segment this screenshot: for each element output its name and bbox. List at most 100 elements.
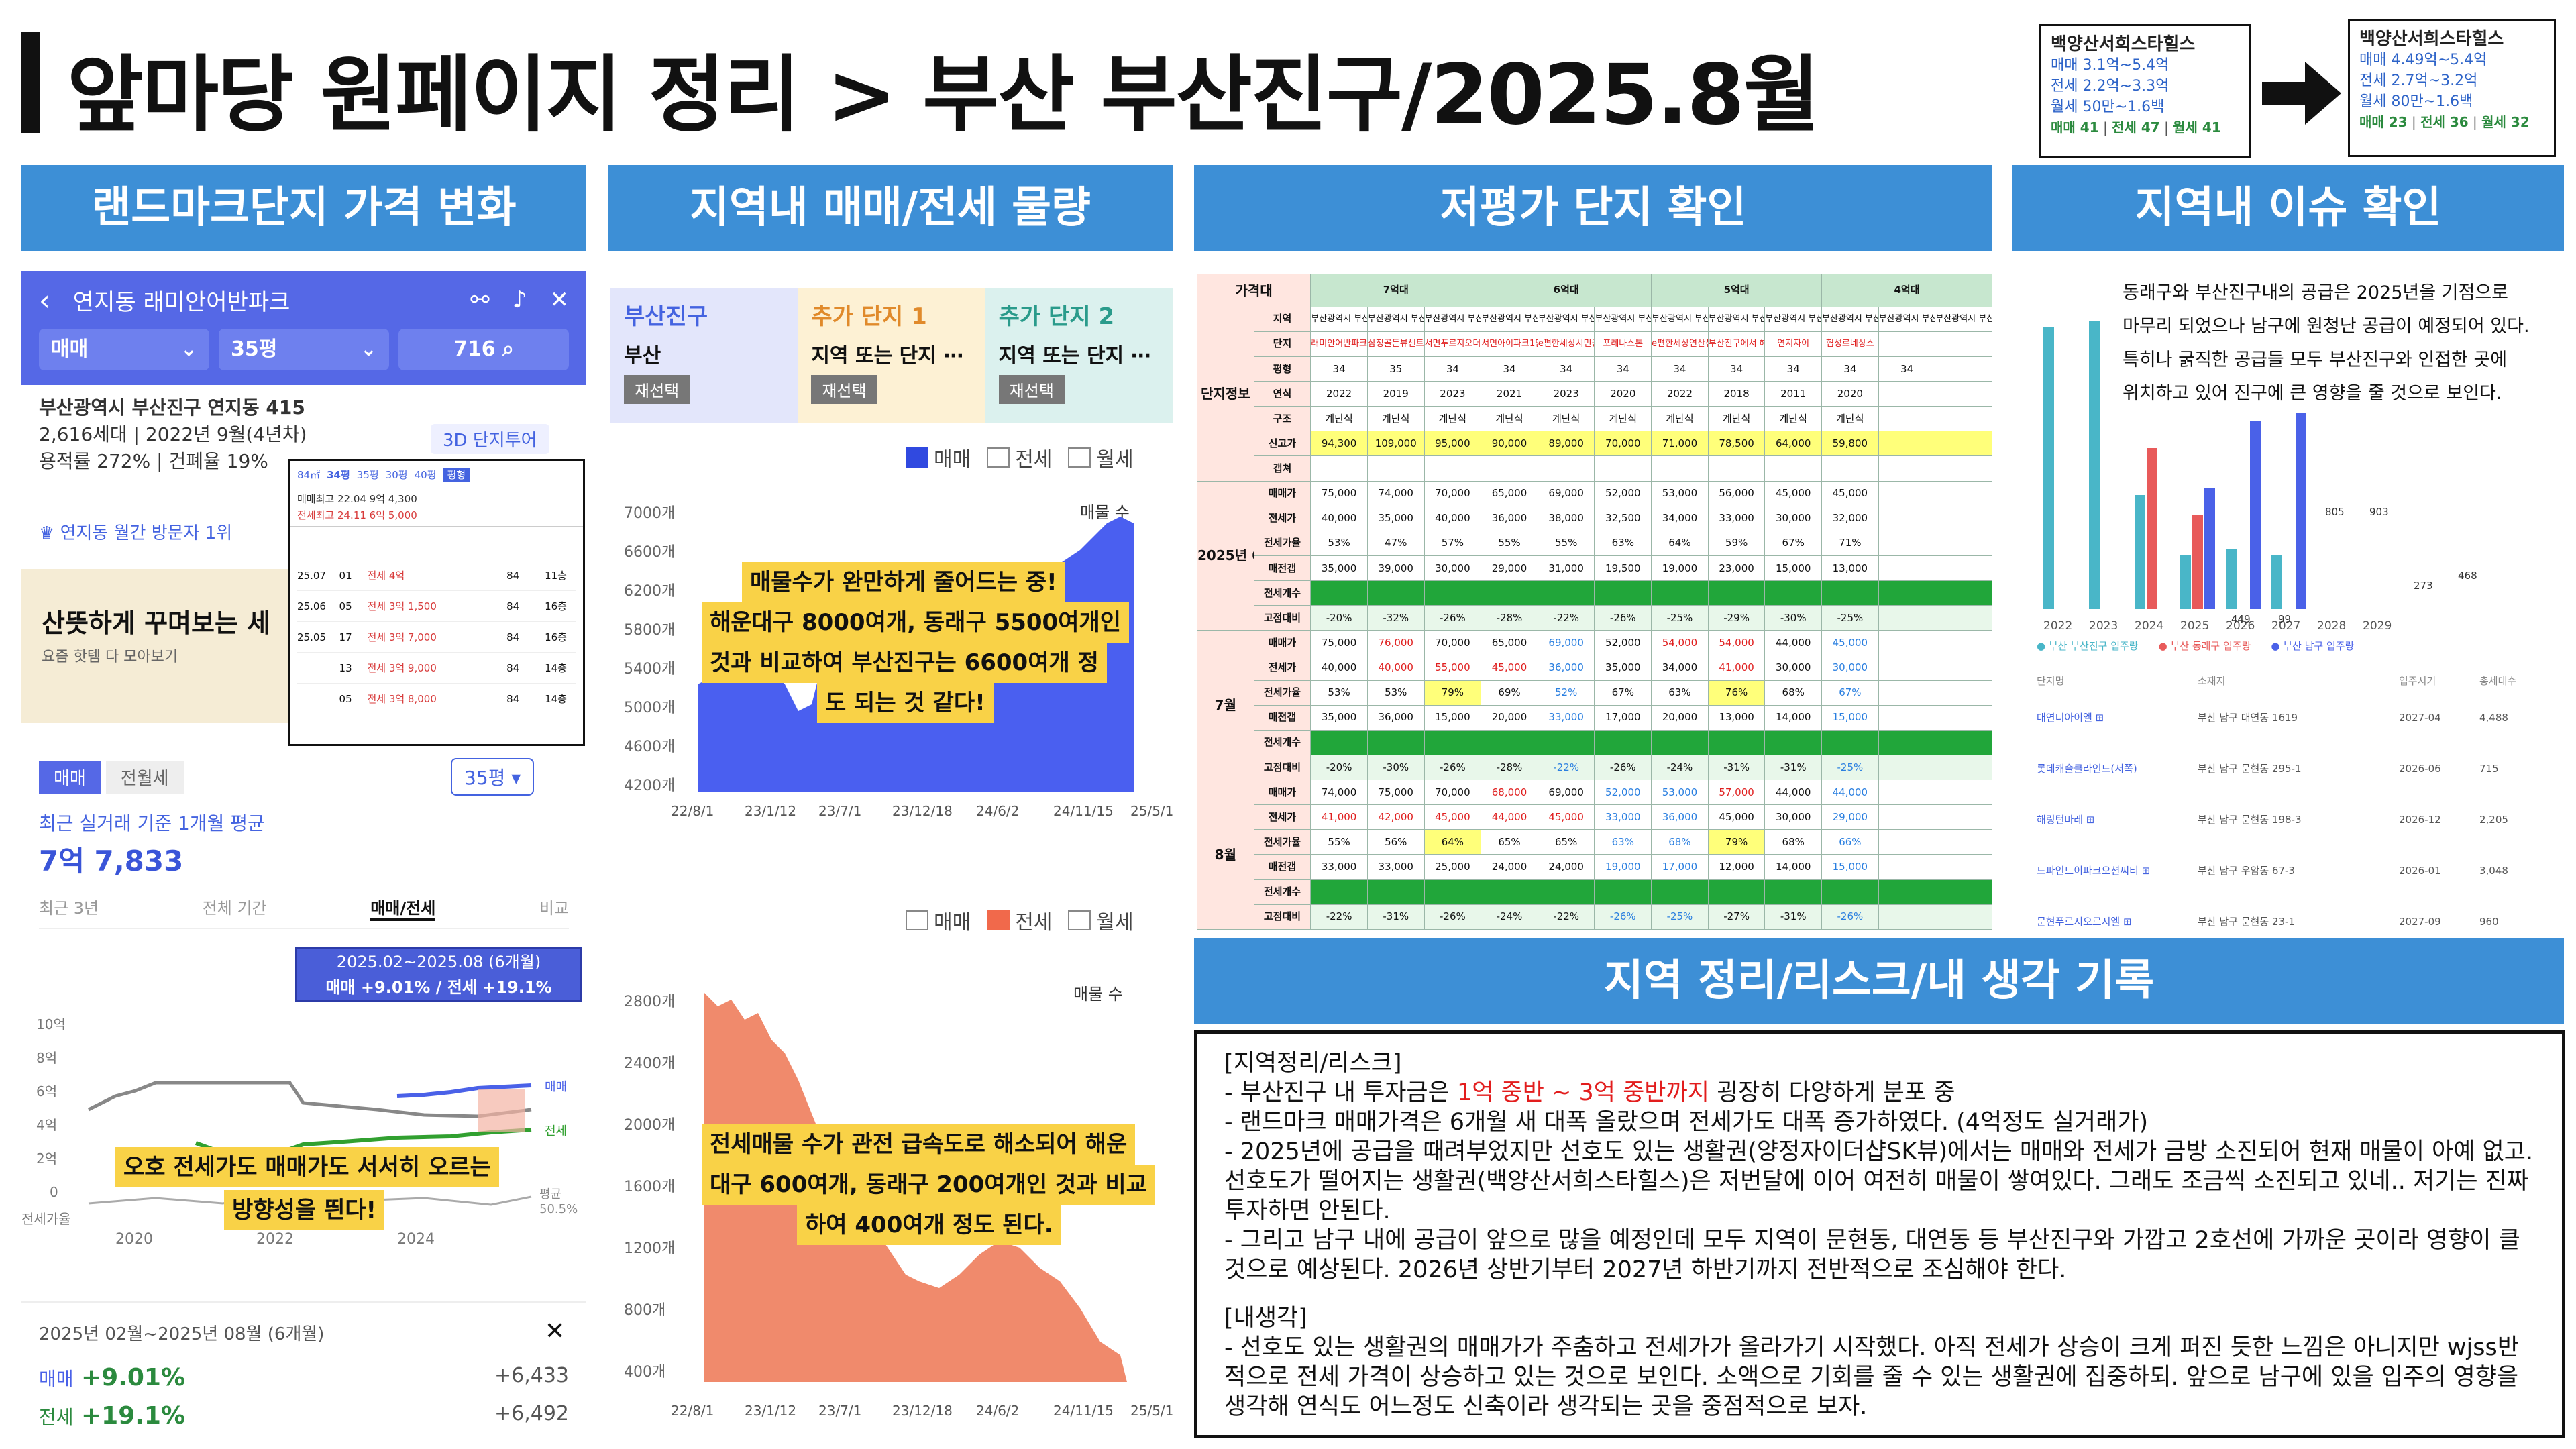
y-tick: 4억 <box>36 1117 57 1133</box>
region-tile-add1[interactable]: 추가 단지 1 지역 또는 단지 ⋯ 재선택 <box>798 288 985 423</box>
table-cell: 67% <box>1764 530 1823 556</box>
table-cell: 68,000 <box>1481 780 1538 806</box>
table-row: 단지래미안어반파크삼정골든뷰센트럴파크서면푸르지오더센트럴서면아이파크1단지e편… <box>1197 331 1992 357</box>
table-cell: 55% <box>1481 530 1538 556</box>
supply-row[interactable]: 드파인트이파크오션씨티 ⊞ 부산 남구 우암동 67-3 2026-01 3,048 <box>2037 845 2553 896</box>
popup-tab[interactable]: 35평 <box>356 469 379 481</box>
period-tab-active[interactable]: 매매/전세 <box>370 895 436 921</box>
3d-tour-button[interactable]: 3D 단지투어 <box>431 424 549 454</box>
legend-item-sale[interactable]: 매매 <box>906 443 971 472</box>
table-cell: 69,000 <box>1537 480 1595 506</box>
table-cell <box>1537 580 1595 606</box>
popup-tab[interactable]: 34평 <box>327 469 350 481</box>
table-cell: 전세가 <box>1253 505 1311 531</box>
popup-tab[interactable]: 30평 <box>385 469 408 481</box>
table-cell: 71% <box>1821 530 1879 556</box>
table-cell <box>1878 406 1936 432</box>
table-cell: 63% <box>1594 829 1652 855</box>
table-cell: 34,000 <box>1651 655 1709 681</box>
popup-cell: 14층 <box>545 662 567 674</box>
table-cell: 2019 <box>1366 381 1425 407</box>
volume-note1-line3: 것과 비교하여 부산진구는 6600여개 정 <box>702 643 1107 683</box>
table-cell: 74,000 <box>1366 480 1425 506</box>
table-cell: 계단식 <box>1424 406 1482 432</box>
table-cell: 64% <box>1651 530 1709 556</box>
table-cell: -25% <box>1651 605 1709 631</box>
table-cell: -20% <box>1310 754 1368 781</box>
bell-icon[interactable]: ♪ <box>512 286 527 313</box>
close-icon[interactable]: ✕ <box>545 1318 566 1345</box>
ad-banner[interactable]: 산뜻하게 꾸며보는 세 요즘 핫템 다 모아보기 <box>21 569 303 723</box>
supply-row[interactable]: 문현푸르지오르시엘 ⊞ 부산 남구 문현동 23-1 2027-09 960 <box>2037 896 2553 947</box>
tab-sale[interactable]: 매매 <box>39 761 101 794</box>
table-cell: 45,000 <box>1764 480 1823 506</box>
supply-list: 단지명 소재지 입주시기 총세대수 대연디아이엘 ⊞ 부산 남구 대연동 1619… <box>2037 669 2553 947</box>
period-tab[interactable]: 최근 3년 <box>39 899 99 918</box>
y-tick: 2000개 <box>624 1117 675 1134</box>
legend-swatch <box>1068 910 1091 930</box>
reselect-button[interactable]: 재선택 <box>811 375 877 404</box>
thead-cell: 총세대수 <box>2479 675 2517 687</box>
summary-value: +6,492 <box>494 1402 569 1426</box>
popup-tab[interactable]: 평형 <box>443 468 470 482</box>
table-cell <box>1935 580 1992 606</box>
table-cell: 전세가율 <box>1253 530 1311 556</box>
legend-item-jeonse[interactable]: 전세 <box>987 906 1052 935</box>
type-tabs: 매매 전월세 <box>39 761 184 794</box>
table-cell: 63% <box>1594 530 1652 556</box>
tooltip-values: 매매 +9.01% / 전세 +19.1% <box>325 978 552 997</box>
supply-row[interactable]: 대연디아이엘 ⊞ 부산 남구 대연동 1619 2027-04 4,488 <box>2037 692 2553 743</box>
filter-size-select[interactable]: 35평 ⌄ <box>219 329 389 370</box>
region-tile-main[interactable]: 부산진구 부산 재선택 <box>610 288 798 423</box>
popup-row: 25.05 17 전세 3억 7,000 84 16층 <box>297 622 576 653</box>
supply-row[interactable]: 해링턴마레 ⊞ 부산 남구 문현동 198-3 2026-12 2,205 <box>2037 794 2553 845</box>
table-cell: 32,000 <box>1821 505 1879 531</box>
table-cell: 8월 <box>1197 780 1254 930</box>
legend-item-monthly[interactable]: 월세 <box>1068 906 1134 935</box>
y-tick: 6600개 <box>624 544 675 561</box>
supply-list-rows: 대연디아이엘 ⊞ 부산 남구 대연동 1619 2027-04 4,488 롯데캐슬클라… <box>2037 692 2553 947</box>
close-icon[interactable]: ✕ <box>549 286 570 313</box>
reselect-button[interactable]: 재선택 <box>624 375 690 404</box>
count-monthly: 월세 32 <box>2481 114 2530 130</box>
table-cell: 부산광역시 부산진구 <box>1481 306 1538 332</box>
legend-item-sale[interactable]: 매매 <box>906 906 971 935</box>
supply-value: 468 <box>2458 570 2477 582</box>
table-cell: 65% <box>1481 829 1538 855</box>
highlight-range <box>478 1089 525 1132</box>
y-tick: 800개 <box>624 1302 665 1319</box>
table-cell: 29,000 <box>1481 555 1538 582</box>
legend-item-monthly[interactable]: 월세 <box>1068 443 1134 472</box>
table-cell: -26% <box>1594 754 1652 781</box>
table-cell: 41,000 <box>1310 804 1368 830</box>
table-cell: -20% <box>1310 605 1368 631</box>
back-icon[interactable]: ‹ <box>39 283 50 317</box>
reselect-button[interactable]: 재선택 <box>998 375 1065 404</box>
supply-bar-jinggu <box>2226 549 2237 609</box>
supply-year: 2029 <box>2363 619 2392 633</box>
table-cell: 45,000 <box>1707 804 1766 830</box>
table-cell: 서면아이파크1단지 <box>1481 331 1538 357</box>
share-icon[interactable]: ⚯ <box>470 286 490 313</box>
table-cell <box>1935 655 1992 681</box>
popup-max-jeonse: 전세최고 24.11 6억 5,000 <box>297 509 417 521</box>
supply-row[interactable]: 롯데캐슬클라인드(서쪽) 부산 남구 문현동 295-1 2026-06 715 <box>2037 743 2553 794</box>
table-cell: -29% <box>1707 605 1766 631</box>
filter-type-select[interactable]: 매매 ⌄ <box>39 329 209 370</box>
filter-dong-search[interactable]: 716 ⌕ <box>398 329 569 370</box>
table-cell: 59% <box>1707 530 1766 556</box>
period-tab[interactable]: 비교 <box>539 899 569 918</box>
popup-tab[interactable]: 40평 <box>414 469 437 481</box>
period-tab[interactable]: 전체 기간 <box>202 899 267 918</box>
table-cell <box>1935 804 1992 830</box>
legend-item-jeonse[interactable]: 전세 <box>987 443 1052 472</box>
table-cell: -26% <box>1424 605 1482 631</box>
area-select[interactable]: 35평 ▾ <box>451 758 535 796</box>
table-cell: 지역 <box>1253 306 1311 332</box>
table-cell <box>1935 605 1992 631</box>
tab-rent[interactable]: 전월세 <box>105 761 184 794</box>
table-cell: 전세개수 <box>1253 580 1311 606</box>
popup-tab[interactable]: 84㎡ <box>297 469 321 481</box>
region-tile-add2[interactable]: 추가 단지 2 지역 또는 단지 ⋯ 재선택 <box>985 288 1173 423</box>
